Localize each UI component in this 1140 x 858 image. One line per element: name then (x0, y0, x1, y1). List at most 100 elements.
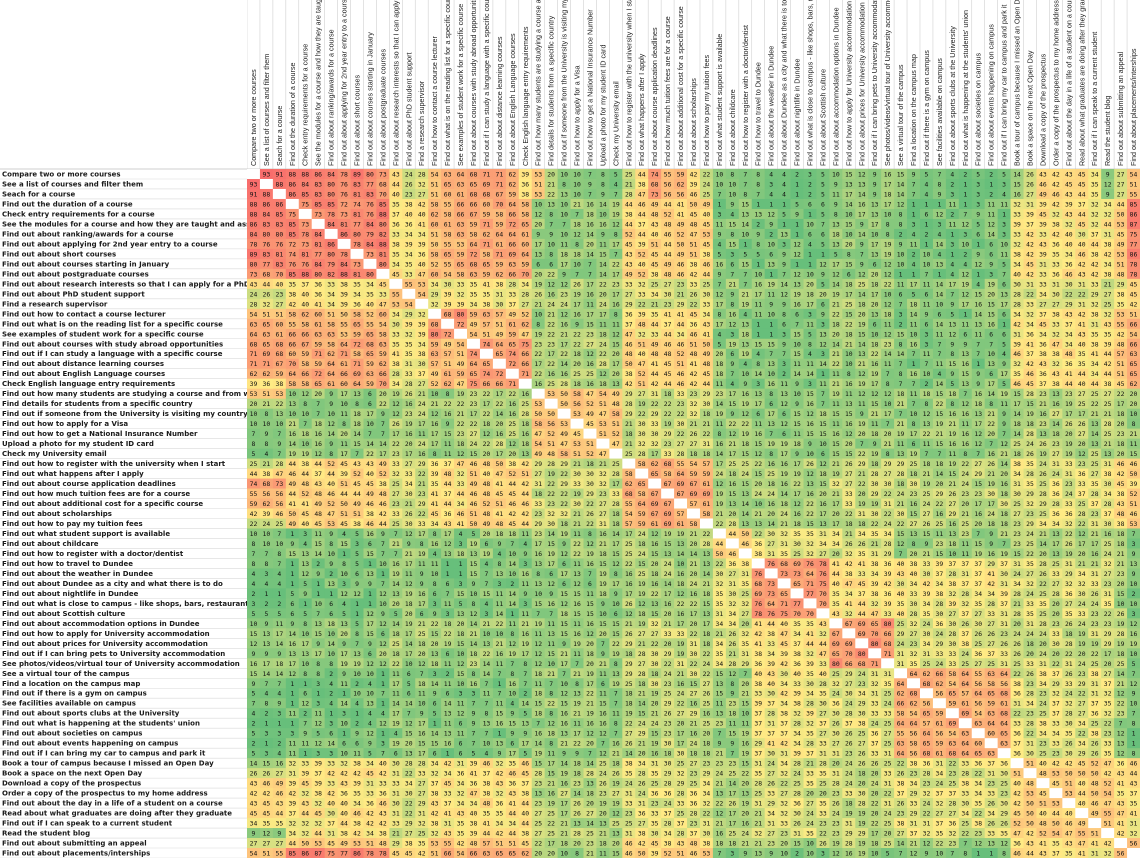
cell-value-label: 62 (250, 370, 258, 378)
cell-value-label: 74 (288, 250, 296, 258)
cell-value-label: 15 (754, 340, 762, 348)
cell-value-label: 19 (301, 450, 309, 458)
cell-value-label: 76 (340, 180, 348, 188)
heatmap-cell (958, 178, 973, 190)
cell-value-label: 16 (586, 360, 594, 368)
cell-value-label: 37 (418, 370, 426, 378)
cell-value-label: 71 (314, 350, 322, 358)
cell-value-label: 29 (560, 480, 568, 488)
cell-value-label: 34 (418, 340, 426, 348)
cell-value-label: 14 (366, 440, 374, 448)
cell-value-label: 38 (276, 380, 284, 388)
column-label: Find out how to get a National Insurance… (585, 9, 594, 166)
cell-value-label: 29 (586, 490, 594, 498)
cell-value-label: 8 (886, 220, 890, 228)
cell-value-label: 17 (547, 350, 555, 358)
cell-value-label: 10 (806, 270, 814, 278)
cell-value-label: 9 (873, 440, 877, 448)
cell-value-label: 36 (444, 510, 452, 518)
heatmap-cell (570, 188, 584, 200)
column-labels: Compare two or more courses See a list of… (0, 0, 1140, 170)
heatmap-cell (894, 178, 908, 190)
cell-value-label: 23 (1039, 420, 1047, 428)
cell-value-label: 66 (508, 270, 516, 278)
cell-value-label: 19 (948, 460, 956, 468)
cell-value-label: 51 (340, 480, 348, 488)
cell-value-label: 19 (858, 420, 866, 428)
cell-value-label: 1 (925, 220, 929, 228)
cell-value-label: 88 (340, 270, 348, 278)
cell-value-label: 13 (754, 390, 762, 398)
cell-value-label: 11 (923, 280, 931, 288)
cell-value-label: 21 (418, 480, 426, 488)
cell-value-label: 8 (601, 170, 605, 178)
cell-value-label: 68 (625, 490, 633, 498)
cell-value-label: 33 (534, 500, 542, 508)
cell-value-label: 19 (871, 500, 879, 508)
cell-value-label: 33 (845, 490, 853, 498)
heatmap-cell (389, 178, 403, 190)
cell-value-label: 15 (832, 440, 840, 448)
cell-value-label: 14 (936, 240, 944, 248)
cell-value-label: 55 (444, 260, 452, 268)
cell-value-label: 10 (793, 390, 801, 398)
cell-value-label: 16 (418, 450, 426, 458)
cell-value-label: 28 (871, 470, 879, 478)
cell-value-label: 64 (250, 330, 258, 338)
cell-value-label: 19 (897, 430, 905, 438)
cell-value-label: 20 (845, 240, 853, 248)
heatmap-cell (441, 178, 455, 190)
cell-value-label: 13 (987, 360, 995, 368)
heatmap-cell (997, 198, 1011, 210)
cell-value-label: 35 (405, 350, 413, 358)
cell-value-label: 7 (821, 390, 825, 398)
cell-value-label: 3 (963, 230, 967, 238)
cell-value-label: 86 (276, 200, 284, 208)
cell-value-label: 19 (716, 500, 724, 508)
cell-value-label: 63 (263, 330, 271, 338)
cell-value-label: 42 (418, 200, 426, 208)
cell-value-label: 28 (897, 470, 905, 478)
cell-value-label: 19 (405, 420, 413, 428)
cell-value-label: 51 (521, 470, 529, 478)
cell-value-label: 22 (418, 470, 426, 478)
heatmap-cell (842, 188, 856, 200)
cell-value-label: 8 (847, 250, 851, 258)
cell-value-label: 12 (897, 200, 905, 208)
cell-value-label: 76 (263, 240, 271, 248)
cell-value-label: 38 (392, 240, 400, 248)
cell-value-label: 68 (263, 480, 271, 488)
cell-value-label: 58 (288, 310, 296, 318)
diagonal-cell (467, 338, 481, 350)
cell-value-label: 19 (1039, 450, 1047, 458)
cell-value-label: 21 (457, 410, 465, 418)
cell-value-label: 5 (821, 170, 825, 178)
heatmap-cell (505, 188, 520, 200)
column-label: Book a tour of campus because I missed a… (1013, 0, 1022, 166)
cell-value-label: 75 (1130, 230, 1138, 238)
cell-value-label: 24 (754, 490, 762, 498)
cell-value-label: 10 (767, 370, 775, 378)
cell-value-label: 20 (961, 500, 969, 508)
cell-value-label: 38 (1052, 310, 1060, 318)
row-label: Find out about prices for University acc… (2, 640, 208, 648)
cell-value-label: 3 (899, 310, 903, 318)
cell-value-label: 46 (1130, 460, 1138, 468)
cell-value-label: 64 (470, 240, 478, 248)
cell-value-label: 51 (276, 310, 284, 318)
cell-value-label: 21 (832, 460, 840, 468)
cell-value-label: 25 (910, 460, 918, 468)
cell-value-label: 14 (987, 230, 995, 238)
diagonal-cell (441, 318, 455, 330)
cell-value-label: 13 (521, 450, 529, 458)
cell-value-label: 11 (418, 430, 426, 438)
cell-value-label: 14 (793, 370, 801, 378)
cell-value-label: 85 (288, 220, 296, 228)
cell-value-label: 22 (1117, 390, 1125, 398)
cell-value-label: 71 (483, 240, 491, 248)
cell-value-label: 53 (534, 190, 542, 198)
cell-value-label: 18 (586, 210, 594, 218)
heatmap-cell (751, 178, 766, 190)
diagonal-cell (505, 368, 520, 380)
cell-value-label: 11 (910, 240, 918, 248)
